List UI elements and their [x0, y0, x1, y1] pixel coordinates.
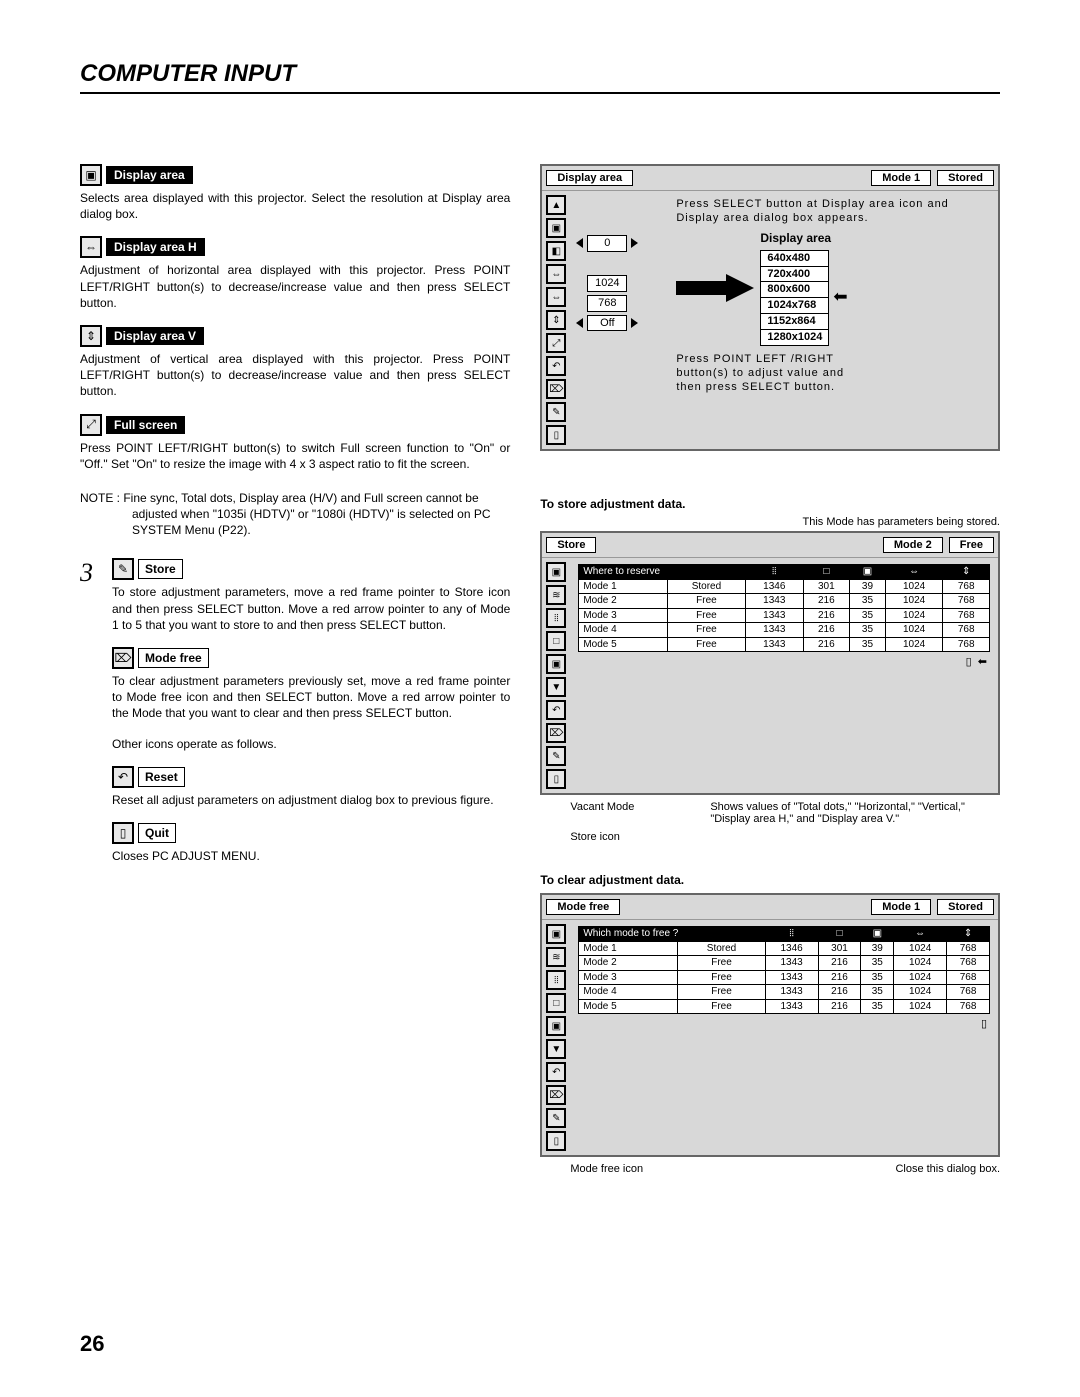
note-text: NOTE : Fine sync, Total dots, Display ar…: [132, 490, 510, 539]
clear-h3: Stored: [937, 899, 994, 915]
mode-free-icon-annotation: Mode free icon: [570, 1163, 643, 1175]
mode-free-icon: ⌦: [112, 647, 134, 669]
full-screen-icon: ⤢: [80, 414, 102, 436]
big-arrow-icon: [676, 274, 754, 302]
store-table: Where to reserve⦙⦙□▣⇔⇕ Mode 1Stored13463…: [578, 564, 990, 652]
red-arrow-icon: ⬅: [833, 286, 847, 309]
store-h2: Mode 2: [883, 537, 943, 553]
store-title: To store adjustment data.: [540, 497, 1000, 511]
page-title: COMPUTER INPUT: [80, 60, 1000, 94]
clear-title: To clear adjustment data.: [540, 873, 1000, 887]
display-area-panel: Display area Mode 1 Stored ▲ ▣ ◧ ⇔ ⇔ ⇕ ⤢…: [540, 164, 1000, 451]
quit-text: Closes PC ADJUST MENU.: [112, 848, 510, 864]
clear-h1: Mode free: [546, 899, 620, 915]
clear-h2: Mode 1: [871, 899, 931, 915]
full-screen-text: Press POINT LEFT/RIGHT button(s) to swit…: [80, 440, 510, 472]
val-1024: 1024: [587, 275, 627, 292]
da-label: Display area: [760, 230, 847, 246]
panel1-h3: Stored: [937, 170, 994, 186]
display-area-v-icon: ⇕: [80, 325, 102, 347]
store-subcaption: This Mode has parameters being stored.: [540, 515, 1000, 529]
clear-panel: Mode free Mode 1 Stored ▣≋ ⦙⦙□ ▣▼ ↶⌦ ✎▯ …: [540, 893, 1000, 1157]
display-area-h-label: Display area H: [106, 238, 205, 256]
display-area-icon: ▣: [80, 164, 102, 186]
store-label: Store: [138, 559, 183, 579]
panel1-caption1: Press SELECT button at Display area icon…: [676, 197, 992, 226]
panel1-h2: Mode 1: [871, 170, 931, 186]
close-dialog-annotation: Close this dialog box.: [663, 1163, 1000, 1175]
val-off: Off: [587, 315, 627, 332]
reset-icon: ↶: [112, 766, 134, 788]
display-area-v-text: Adjustment of vertical area displayed wi…: [80, 351, 510, 400]
panel1-caption2: Press POINT LEFT /RIGHT button(s) to adj…: [676, 352, 856, 395]
mode-free-text: To clear adjustment parameters previousl…: [112, 673, 510, 722]
step-3-number: 3: [80, 558, 98, 588]
val-768: 768: [587, 295, 627, 312]
clear-table: Which mode to free ?⦙⦙□▣⇔⇕ Mode 1Stored1…: [578, 926, 990, 1014]
store-panel: Store Mode 2 Free ▣≋ ⦙⦙□ ▣▼ ↶⌦ ✎▯ Where …: [540, 531, 1000, 795]
reset-text: Reset all adjust parameters on adjustmen…: [112, 792, 510, 808]
store-h1: Store: [546, 537, 596, 553]
store-h3: Free: [949, 537, 994, 553]
other-icons-text: Other icons operate as follows.: [112, 736, 510, 752]
store-icon: ✎: [112, 558, 134, 580]
quit-icon: ▯: [112, 822, 134, 844]
store-icon-annotation: Store icon: [570, 831, 1000, 843]
display-area-v-label: Display area V: [106, 327, 204, 345]
panel1-h1: Display area: [546, 170, 633, 186]
display-area-h-text: Adjustment of horizontal area displayed …: [80, 262, 510, 311]
page-number: 26: [80, 1331, 104, 1357]
display-area-text: Selects area displayed with this project…: [80, 190, 510, 222]
reset-label: Reset: [138, 767, 185, 787]
display-area-label: Display area: [106, 166, 193, 184]
panel1-icon-strip: ▲ ▣ ◧ ⇔ ⇔ ⇕ ⤢ ↶ ⌦ ✎ ▯: [542, 191, 570, 449]
val-0: 0: [587, 235, 627, 252]
display-area-h-icon: ⇔: [80, 236, 102, 258]
resolution-list: 640x480 720x400 800x600 1024x768 1152x86…: [760, 250, 829, 346]
full-screen-label: Full screen: [106, 416, 185, 434]
quit-label: Quit: [138, 823, 176, 843]
store-text: To store adjustment parameters, move a r…: [112, 584, 510, 633]
mode-free-label: Mode free: [138, 648, 209, 668]
values-annotation: Shows values of "Total dots," "Horizonta…: [710, 801, 1000, 825]
vacant-mode-annotation: Vacant Mode: [570, 801, 690, 825]
